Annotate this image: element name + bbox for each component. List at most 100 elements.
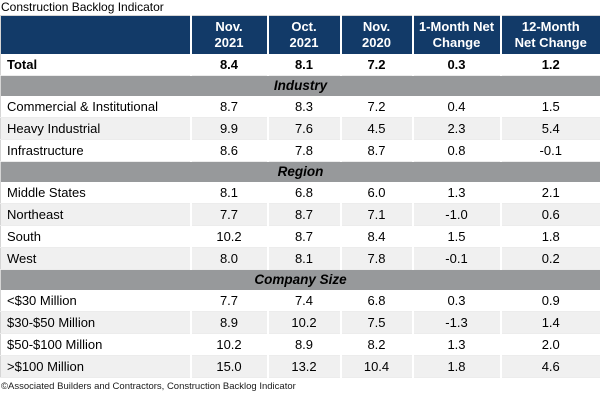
row-label: South <box>0 225 191 248</box>
value-cell: 1.5 <box>499 95 600 118</box>
section-band-industry: Industry <box>0 75 600 96</box>
backlog-table: Nov. 2021 Oct. 2021 Nov. 2020 1-Month Net C… <box>0 15 600 378</box>
value-cell: 8.3 <box>266 95 341 118</box>
section-band-company-size: Company Size <box>0 269 600 290</box>
value-cell: 8.2 <box>339 333 413 356</box>
value-cell: 0.9 <box>499 289 600 312</box>
value-cell: 0.3 <box>411 53 501 76</box>
value-cell: 1.2 <box>499 53 600 76</box>
value-cell: 8.9 <box>189 311 268 334</box>
table-row-middle-states: Middle States 8.1 6.8 6.0 1.3 2.1 <box>0 181 600 204</box>
value-cell: 10.2 <box>189 333 268 356</box>
row-label: Total <box>0 53 191 76</box>
value-cell: 1.3 <box>411 333 501 356</box>
value-cell: 2.3 <box>411 117 501 140</box>
value-cell: 9.9 <box>189 117 268 140</box>
value-cell: 7.1 <box>339 203 413 226</box>
value-cell: 1.5 <box>411 225 501 248</box>
column-header-1-month-net-change: 1-Month Net Change <box>411 15 501 54</box>
value-cell: 10.2 <box>266 311 341 334</box>
value-cell: 6.0 <box>339 181 413 204</box>
column-header-oct-2021: Oct. 2021 <box>266 15 341 54</box>
value-cell: 6.8 <box>339 289 413 312</box>
table-row-west: West 8.0 8.1 7.8 -0.1 0.2 <box>0 247 600 270</box>
value-cell: 1.3 <box>411 181 501 204</box>
value-cell: 2.1 <box>499 181 600 204</box>
value-cell: 8.1 <box>266 247 341 270</box>
value-cell: 1.8 <box>499 225 600 248</box>
value-cell: 10.4 <box>339 355 413 378</box>
value-cell: 7.5 <box>339 311 413 334</box>
value-cell: -1.0 <box>411 203 501 226</box>
table-row-100-million: >$100 Million 15.0 13.2 10.4 1.8 4.6 <box>0 355 600 378</box>
row-label: Infrastructure <box>0 139 191 162</box>
row-label: Commercial & Institutional <box>0 95 191 118</box>
value-cell: 15.0 <box>189 355 268 378</box>
value-cell: 0.4 <box>411 95 501 118</box>
table-row-heavy-industrial: Heavy Industrial 9.9 7.6 4.5 2.3 5.4 <box>0 117 600 140</box>
value-cell: 8.4 <box>189 53 268 76</box>
value-cell: -0.1 <box>411 247 501 270</box>
value-cell: 6.8 <box>266 181 341 204</box>
page-title: Construction Backlog Indicator <box>1 0 164 14</box>
table-row-total: Total 8.4 8.1 7.2 0.3 1.2 <box>0 53 600 76</box>
row-label: <$30 Million <box>0 289 191 312</box>
value-cell: 1.4 <box>499 311 600 334</box>
value-cell: 1.8 <box>411 355 501 378</box>
table-row-50-100-million: $50-$100 Million 10.2 8.9 8.2 1.3 2.0 <box>0 333 600 356</box>
value-cell: 7.8 <box>339 247 413 270</box>
value-cell: 13.2 <box>266 355 341 378</box>
value-cell: 10.2 <box>189 225 268 248</box>
row-label: $30-$50 Million <box>0 311 191 334</box>
section-header-label: Company Size <box>0 269 600 290</box>
value-cell: 0.2 <box>499 247 600 270</box>
section-header-label: Region <box>0 161 600 182</box>
value-cell: 8.7 <box>266 225 341 248</box>
value-cell: 8.1 <box>266 53 341 76</box>
value-cell: 0.8 <box>411 139 501 162</box>
value-cell: 5.4 <box>499 117 600 140</box>
section-header-label: Industry <box>0 75 600 96</box>
value-cell: 8.1 <box>189 181 268 204</box>
column-header-nov-2021: Nov. 2021 <box>189 15 268 54</box>
row-label: West <box>0 247 191 270</box>
value-cell: 8.4 <box>339 225 413 248</box>
value-cell: 4.5 <box>339 117 413 140</box>
value-cell: 2.0 <box>499 333 600 356</box>
value-cell: -0.1 <box>499 139 600 162</box>
value-cell: -1.3 <box>411 311 501 334</box>
table-body: Total 8.4 8.1 7.2 0.3 1.2 Industry Commercial &… <box>0 53 600 378</box>
header-row: Nov. 2021 Oct. 2021 Nov. 2020 1-Month Net C… <box>0 15 600 54</box>
table-row-30-million: <$30 Million 7.7 7.4 6.8 0.3 0.9 <box>0 289 600 312</box>
row-label: Heavy Industrial <box>0 117 191 140</box>
value-cell: 7.8 <box>266 139 341 162</box>
table-row-commercial-institutional: Commercial & Institutional 8.7 8.3 7.2 0.4 1.… <box>0 95 600 118</box>
value-cell: 7.2 <box>339 53 413 76</box>
column-header-nov-2020: Nov. 2020 <box>339 15 413 54</box>
value-cell: 8.9 <box>266 333 341 356</box>
row-label: Middle States <box>0 181 191 204</box>
value-cell: 7.6 <box>266 117 341 140</box>
section-band-region: Region <box>0 161 600 182</box>
row-label: >$100 Million <box>0 355 191 378</box>
value-cell: 7.7 <box>189 289 268 312</box>
value-cell: 7.7 <box>189 203 268 226</box>
table-row-south: South 10.2 8.7 8.4 1.5 1.8 <box>0 225 600 248</box>
value-cell: 8.7 <box>339 139 413 162</box>
value-cell: 8.6 <box>189 139 268 162</box>
value-cell: 4.6 <box>499 355 600 378</box>
table-row-30-50-million: $30-$50 Million 8.9 10.2 7.5 -1.3 1.4 <box>0 311 600 334</box>
value-cell: 8.7 <box>189 95 268 118</box>
value-cell: 7.4 <box>266 289 341 312</box>
value-cell: 0.6 <box>499 203 600 226</box>
corner-cell <box>0 15 191 54</box>
value-cell: 7.2 <box>339 95 413 118</box>
table-row-northeast: Northeast 7.7 8.7 7.1 -1.0 0.6 <box>0 203 600 226</box>
row-label: $50-$100 Million <box>0 333 191 356</box>
value-cell: 8.0 <box>189 247 268 270</box>
column-header-12-month-net-change: 12-Month Net Change <box>499 15 600 54</box>
value-cell: 8.7 <box>266 203 341 226</box>
attribution-footer: ©Associated Builders and Contractors, Co… <box>1 381 296 392</box>
row-label: Northeast <box>0 203 191 226</box>
table-row-infrastructure: Infrastructure 8.6 7.8 8.7 0.8 -0.1 <box>0 139 600 162</box>
